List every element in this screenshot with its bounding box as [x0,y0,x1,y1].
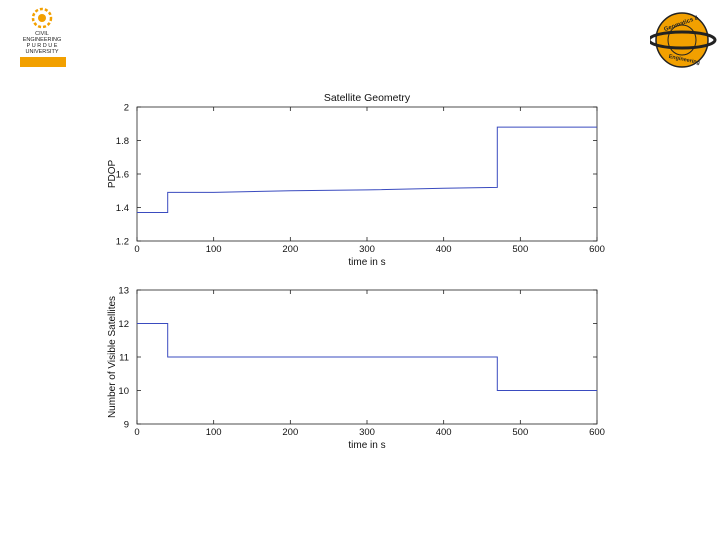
x-tick-label: 500 [512,244,528,255]
logo-line-purdue: P U R D U E [27,43,58,49]
x-tick-label: 200 [282,244,298,255]
x-tick-label: 500 [512,427,528,438]
y-tick-label: 1.4 [116,203,129,214]
x-tick-label: 100 [206,427,222,438]
chart-panel-2: 0 100 200 300 400 500 600 9 10 11 12 13 time in s Num… [107,286,605,452]
y-tick-label: 12 [118,319,129,330]
y-tick-label: 13 [118,286,129,297]
logo-sunburst [31,7,53,29]
x-axis-label: time in s [348,440,385,451]
y-axis-label: PDOP [107,160,118,189]
x-tick-label: 200 [282,427,298,438]
y-tick-label: 1.8 [116,136,129,147]
logo-bar [20,57,66,67]
x-tick-label: 0 [134,427,139,438]
geomatics-logo: Geomatics & Engineering [647,8,720,72]
y-tick-label: 1.6 [116,170,129,181]
chart-title: Satellite Geometry [324,92,411,104]
series-line-1 [137,323,597,391]
logo-line-civil: CIVIL [35,31,49,37]
x-tick-label: 600 [589,427,605,438]
x-tick-label: 300 [359,427,375,438]
y-tick-label: 10 [118,386,129,397]
series-line-1 [137,126,597,213]
x-tick-label: 100 [206,244,222,255]
x-tick-label: 400 [436,244,452,255]
y-tick-label: 2 [124,103,129,114]
x-tick-label: 300 [359,244,375,255]
civil-engineering-logo: CIVIL ENGINEERING P U R D U E UNIVERSITY [14,6,70,68]
x-tick-label: 400 [436,427,452,438]
y-tick-label: 9 [124,420,129,431]
y-tick-label: 11 [119,353,129,364]
logo-line-university: UNIVERSITY [25,49,58,55]
logo-line-engineering: ENGINEERING [23,37,62,43]
chart-panel-1: 0 100 200 300 400 500 600 1.2 1.4 1.6 1.8 2 Satellit… [107,92,605,268]
x-tick-label: 600 [589,244,605,255]
y-axis-label: Number of Visible Satellites [107,296,118,418]
x-tick-label: 0 [134,244,139,255]
y-tick-label: 1.2 [116,237,129,248]
x-axis-label: time in s [348,257,385,268]
